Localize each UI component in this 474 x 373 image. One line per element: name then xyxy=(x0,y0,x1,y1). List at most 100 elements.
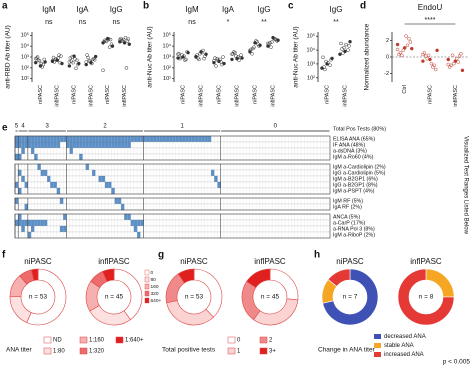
data-point xyxy=(344,42,348,47)
x-tick-label: niPASC xyxy=(72,85,78,104)
donut-slice xyxy=(327,268,351,287)
data-point xyxy=(330,56,334,61)
x-tick-label: niPASC xyxy=(180,85,186,104)
legend-label: 1:320 xyxy=(89,349,105,355)
y-tick-label: 10³ xyxy=(163,54,171,60)
positive-cell xyxy=(120,203,125,211)
data-point xyxy=(125,39,130,43)
data-point xyxy=(221,55,225,59)
y-axis-label: anti-Nuc Ab titer (AU) xyxy=(147,26,154,87)
significance: ns xyxy=(45,19,53,26)
legend-label: 1:640+ xyxy=(125,338,144,344)
y-tick-label: 2 xyxy=(386,38,389,44)
column-group-label: 3 xyxy=(45,124,49,130)
scale-swatch xyxy=(144,297,150,304)
y-tick-label: 10⁵ xyxy=(307,33,315,40)
positive-cell xyxy=(214,175,218,183)
data-point xyxy=(120,39,125,44)
data-point xyxy=(33,60,38,65)
y-axis-label: Normalized abundance xyxy=(364,23,371,90)
donut-slice xyxy=(253,298,299,326)
panel-letter: b xyxy=(143,1,149,12)
data-point xyxy=(232,50,236,54)
legend-label: increased ANA xyxy=(384,352,424,358)
data-point xyxy=(93,54,98,59)
x-tick-label: niPASC xyxy=(38,85,44,104)
data-point xyxy=(91,57,95,62)
data-point xyxy=(122,41,127,45)
legend-swatch xyxy=(43,347,52,355)
data-point xyxy=(250,51,254,56)
data-point xyxy=(91,56,96,61)
y-axis-label: anti-RBD Ab titer (AU) xyxy=(5,25,12,89)
data-point xyxy=(421,52,425,57)
legend-swatch xyxy=(374,343,381,348)
legend-label: decreased ANA xyxy=(384,334,426,340)
donut-slice xyxy=(246,268,271,288)
data-point xyxy=(236,55,240,59)
row-label: ELISA ANA (65%) xyxy=(333,136,375,142)
legend-label: 1:80 xyxy=(53,349,65,355)
scale-label: 0 xyxy=(151,270,154,276)
data-point xyxy=(254,39,258,43)
chart-title: EndoU xyxy=(418,3,443,12)
panel-letter: e xyxy=(2,123,8,134)
data-point xyxy=(34,56,39,60)
data-point xyxy=(249,47,253,52)
data-point xyxy=(84,60,88,64)
x-tick-label: inflPASC xyxy=(55,85,61,107)
data-point xyxy=(123,35,128,40)
data-point xyxy=(425,56,429,61)
legend-title: ANA titer xyxy=(6,347,32,354)
donut-title: inflPASC xyxy=(410,257,442,266)
donut-slice xyxy=(322,268,379,326)
donut-center-label: n = 53 xyxy=(29,294,48,301)
donut-title: inflPASC xyxy=(98,257,130,266)
data-point xyxy=(50,59,55,63)
data-point xyxy=(340,47,344,51)
data-point xyxy=(43,60,47,64)
significance: ns xyxy=(79,19,87,26)
data-point xyxy=(186,50,190,55)
data-point xyxy=(431,65,435,69)
legend-swatch xyxy=(79,347,88,355)
data-point xyxy=(407,36,411,41)
data-point xyxy=(348,39,352,44)
y-tick-label: 10³ xyxy=(307,61,315,67)
significance: ** xyxy=(333,19,339,26)
data-point xyxy=(255,40,259,44)
data-point xyxy=(339,41,343,46)
data-point xyxy=(404,34,408,38)
data-point xyxy=(87,59,91,63)
positive-cell xyxy=(137,231,141,239)
legend-swatch xyxy=(227,336,236,344)
legend-label: 3+ xyxy=(269,349,276,355)
legend-swatch xyxy=(227,347,236,355)
positive-cell xyxy=(30,225,35,233)
data-point xyxy=(120,38,124,42)
group-label: IgG xyxy=(330,5,343,14)
data-point xyxy=(266,41,270,46)
positive-cell xyxy=(133,225,138,233)
positive-cell xyxy=(27,231,32,239)
y-tick-label: 10¹ xyxy=(163,76,171,82)
x-tick-label: inflPASC xyxy=(342,85,348,107)
row-label: IgM a-PSPT (4%) xyxy=(333,188,375,194)
data-point xyxy=(86,55,90,60)
data-point xyxy=(104,39,108,43)
donut-slice xyxy=(177,268,195,284)
data-point xyxy=(67,64,72,68)
panel-letter: d xyxy=(360,1,366,12)
donut-title: niPASC xyxy=(180,257,208,266)
row-label: ANCA (5%) xyxy=(333,214,360,220)
positive-cell xyxy=(59,197,64,205)
annotation: p < 0.005 xyxy=(443,359,471,366)
data-point xyxy=(176,52,180,56)
data-point xyxy=(110,44,115,48)
row-label: IgG a-B2GP1 (8%) xyxy=(333,182,378,188)
legend-label: stable ANA xyxy=(384,343,414,349)
y-tick-label: 10¹ xyxy=(21,76,29,82)
donut-center-label: n = 45 xyxy=(105,294,124,301)
group-label: IgA xyxy=(76,5,89,14)
data-point xyxy=(118,38,122,42)
